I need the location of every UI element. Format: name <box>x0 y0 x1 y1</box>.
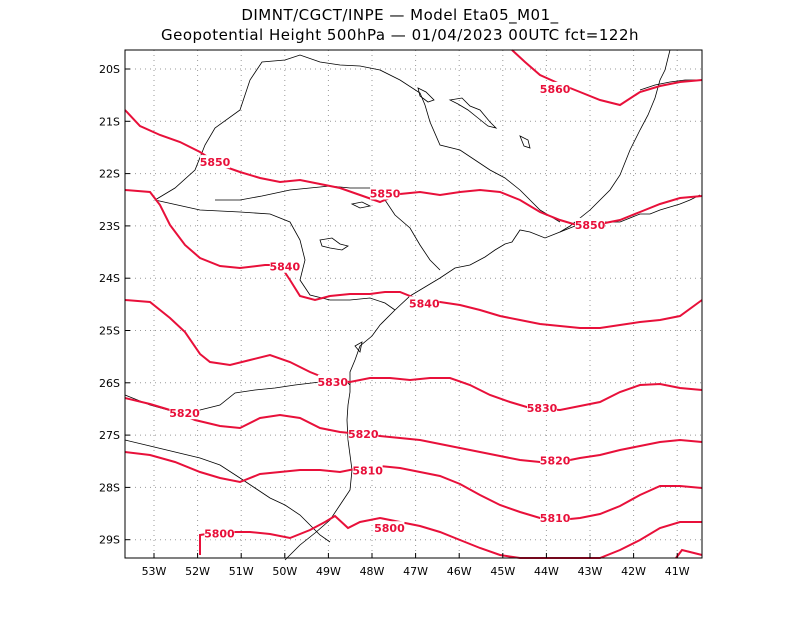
contour-label-bg <box>352 463 383 477</box>
plot-frame <box>124 49 703 559</box>
contour-label: 5820 <box>348 428 379 441</box>
lon-tick-label: 50W <box>272 565 297 578</box>
contour-label-bg <box>370 186 401 200</box>
lat-tick-label: 21S <box>99 115 120 128</box>
lat-tick-label: 29S <box>99 534 120 547</box>
lon-tick-label: 41W <box>665 565 690 578</box>
contour-label-bg <box>409 296 440 310</box>
contour-5840 <box>124 189 703 329</box>
contour-5810 <box>124 451 703 522</box>
contour-label-bg <box>317 374 348 388</box>
lat-tick-label: 22S <box>99 168 120 181</box>
reservoir-4 <box>417 87 435 103</box>
lat-tick-label: 28S <box>99 481 120 494</box>
reservoir-2 <box>319 237 349 251</box>
contour-5860 <box>511 49 703 107</box>
contour-label: 5810 <box>540 512 571 525</box>
state-border-mg-sp <box>154 54 561 223</box>
contour-label-bg <box>575 217 605 231</box>
island <box>354 341 363 353</box>
contour-label-bg <box>348 427 379 441</box>
lat-tick-label: 23S <box>99 220 120 233</box>
contour-5820 <box>124 397 703 463</box>
coastline <box>284 194 701 561</box>
contour-label: 5840 <box>409 297 440 310</box>
contour-label-bg <box>540 510 571 524</box>
state-border-mg-rj <box>559 49 671 233</box>
state-border-es <box>639 79 700 91</box>
state-border-sc-rs <box>124 439 331 543</box>
grid-lines <box>125 50 702 558</box>
lon-tick-label: 49W <box>316 565 341 578</box>
lat-tick-label: 24S <box>99 272 120 285</box>
contour-label: 5820 <box>540 454 571 467</box>
contour-label-bg <box>200 155 231 169</box>
contour-label-bg <box>374 521 405 535</box>
contour-label: 5830 <box>317 376 348 389</box>
contour-label: 5800 <box>204 527 235 540</box>
axis-ticks: 53W 52W 51W 50W 49W 48W 47W 46W 45W 44W 43W 42W 41W 2… <box>99 63 690 578</box>
contour-label-bg <box>527 400 558 414</box>
lon-tick-label: 46W <box>447 565 472 578</box>
lat-tick-label: 25S <box>99 325 120 338</box>
lon-tick-label: 51W <box>229 565 254 578</box>
lon-tick-label: 48W <box>360 565 385 578</box>
borders <box>124 49 701 561</box>
contour-5800 <box>199 514 702 559</box>
lat-tick-label: 27S <box>99 429 120 442</box>
contour-label: 5850 <box>370 188 401 201</box>
contour-label: 5840 <box>269 261 300 274</box>
contour-label: 5820 <box>169 407 200 420</box>
contour-label-bg <box>169 406 200 420</box>
lat-tick-label: 26S <box>99 377 120 390</box>
lon-tick-label: 45W <box>490 565 515 578</box>
lon-tick-label: 44W <box>534 565 559 578</box>
contour-label-bg <box>540 453 571 467</box>
contour-label: 5800 <box>374 522 405 535</box>
reservoir-3 <box>350 201 372 209</box>
contour-label: 5810 <box>352 465 383 478</box>
lon-tick-label: 53W <box>142 565 167 578</box>
lon-tick-label: 43W <box>578 565 603 578</box>
contour-label-bg <box>204 526 235 540</box>
lon-tick-label: 47W <box>403 565 428 578</box>
lat-tick-label: 20S <box>99 63 120 76</box>
contour-5790 <box>675 548 703 559</box>
contour-5830 <box>124 299 703 412</box>
contour-label: 5850 <box>200 156 231 169</box>
contour-label: 5850 <box>575 219 606 232</box>
contour-label: 5860 <box>540 83 571 96</box>
title-line-2: Geopotential Height 500hPa — 01/04/2023 … <box>160 26 640 44</box>
reservoir-5 <box>519 135 531 149</box>
title-line-1: DIMNT/CGCT/INPE — Model Eta05_M01_ <box>241 6 559 24</box>
lon-tick-label: 42W <box>621 565 646 578</box>
contour-label-bg <box>269 259 300 273</box>
contour-label-bg <box>540 81 571 95</box>
reservoir-1 <box>448 97 498 129</box>
lon-tick-label: 52W <box>185 565 210 578</box>
contour-label: 5830 <box>527 402 558 415</box>
state-border-ms-pr <box>154 199 396 311</box>
contour-labels: 5860 5850 5850 5850 5840 5840 5830 5830 5820 5820… <box>169 81 606 540</box>
state-border-pr-sp <box>215 185 441 271</box>
